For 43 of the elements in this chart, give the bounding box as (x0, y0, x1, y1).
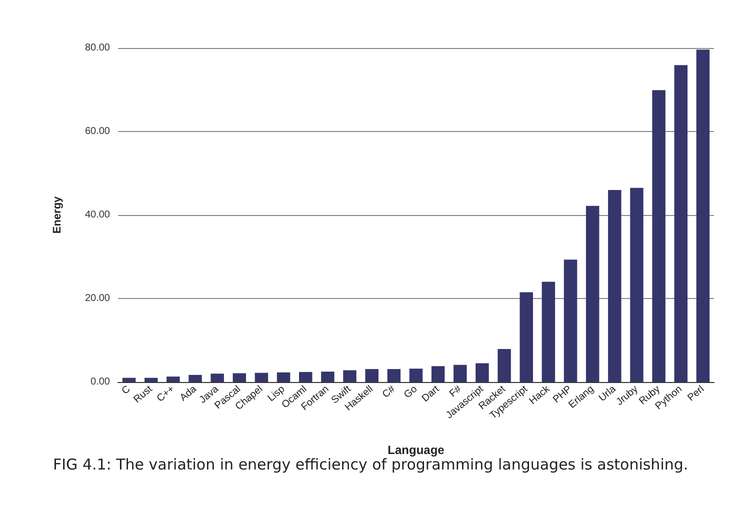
y-tick-label: 0.00 (90, 376, 110, 388)
bar (321, 372, 334, 382)
bar (409, 368, 423, 382)
bar (232, 373, 246, 382)
bar (276, 372, 290, 382)
bar (254, 372, 268, 382)
bar (608, 190, 622, 382)
x-tick-label: Dart (420, 384, 442, 404)
bar (188, 374, 202, 382)
bar (586, 206, 600, 382)
bar (431, 366, 445, 382)
bar (564, 260, 578, 382)
x-tick-label: C++ (155, 384, 177, 404)
bar (674, 65, 688, 382)
bar (520, 292, 533, 382)
bar (387, 369, 401, 382)
x-tick-label: Perl (686, 384, 706, 404)
bar (144, 378, 158, 382)
bar (476, 363, 489, 382)
bar (343, 370, 356, 382)
bar (299, 372, 312, 382)
bar (652, 90, 666, 382)
x-tick-label: Rust (132, 384, 155, 406)
y-tick-label: 80.00 (84, 42, 110, 54)
bar (696, 50, 710, 382)
bar (498, 349, 511, 382)
x-tick-label: C# (380, 384, 398, 400)
y-tick-label: 60.00 (84, 126, 110, 137)
bar (166, 376, 180, 382)
caption: FIG 4.1: The variation in energy efficiency of programming languages is astonishing. (53, 456, 688, 474)
bar (630, 188, 644, 382)
y-axis-title: Energy (52, 195, 64, 234)
x-axis-title: Language (388, 443, 445, 457)
bar (542, 282, 556, 382)
y-tick-label: 40.00 (84, 210, 110, 220)
bar (365, 369, 378, 382)
x-tick-label: C (120, 384, 133, 397)
bar (454, 364, 467, 382)
bar (122, 378, 136, 382)
bar (210, 374, 224, 382)
x-tick-label: Go (402, 384, 420, 401)
x-tick-label: Ada (178, 384, 200, 404)
y-tick-label: 20.00 (84, 293, 110, 304)
